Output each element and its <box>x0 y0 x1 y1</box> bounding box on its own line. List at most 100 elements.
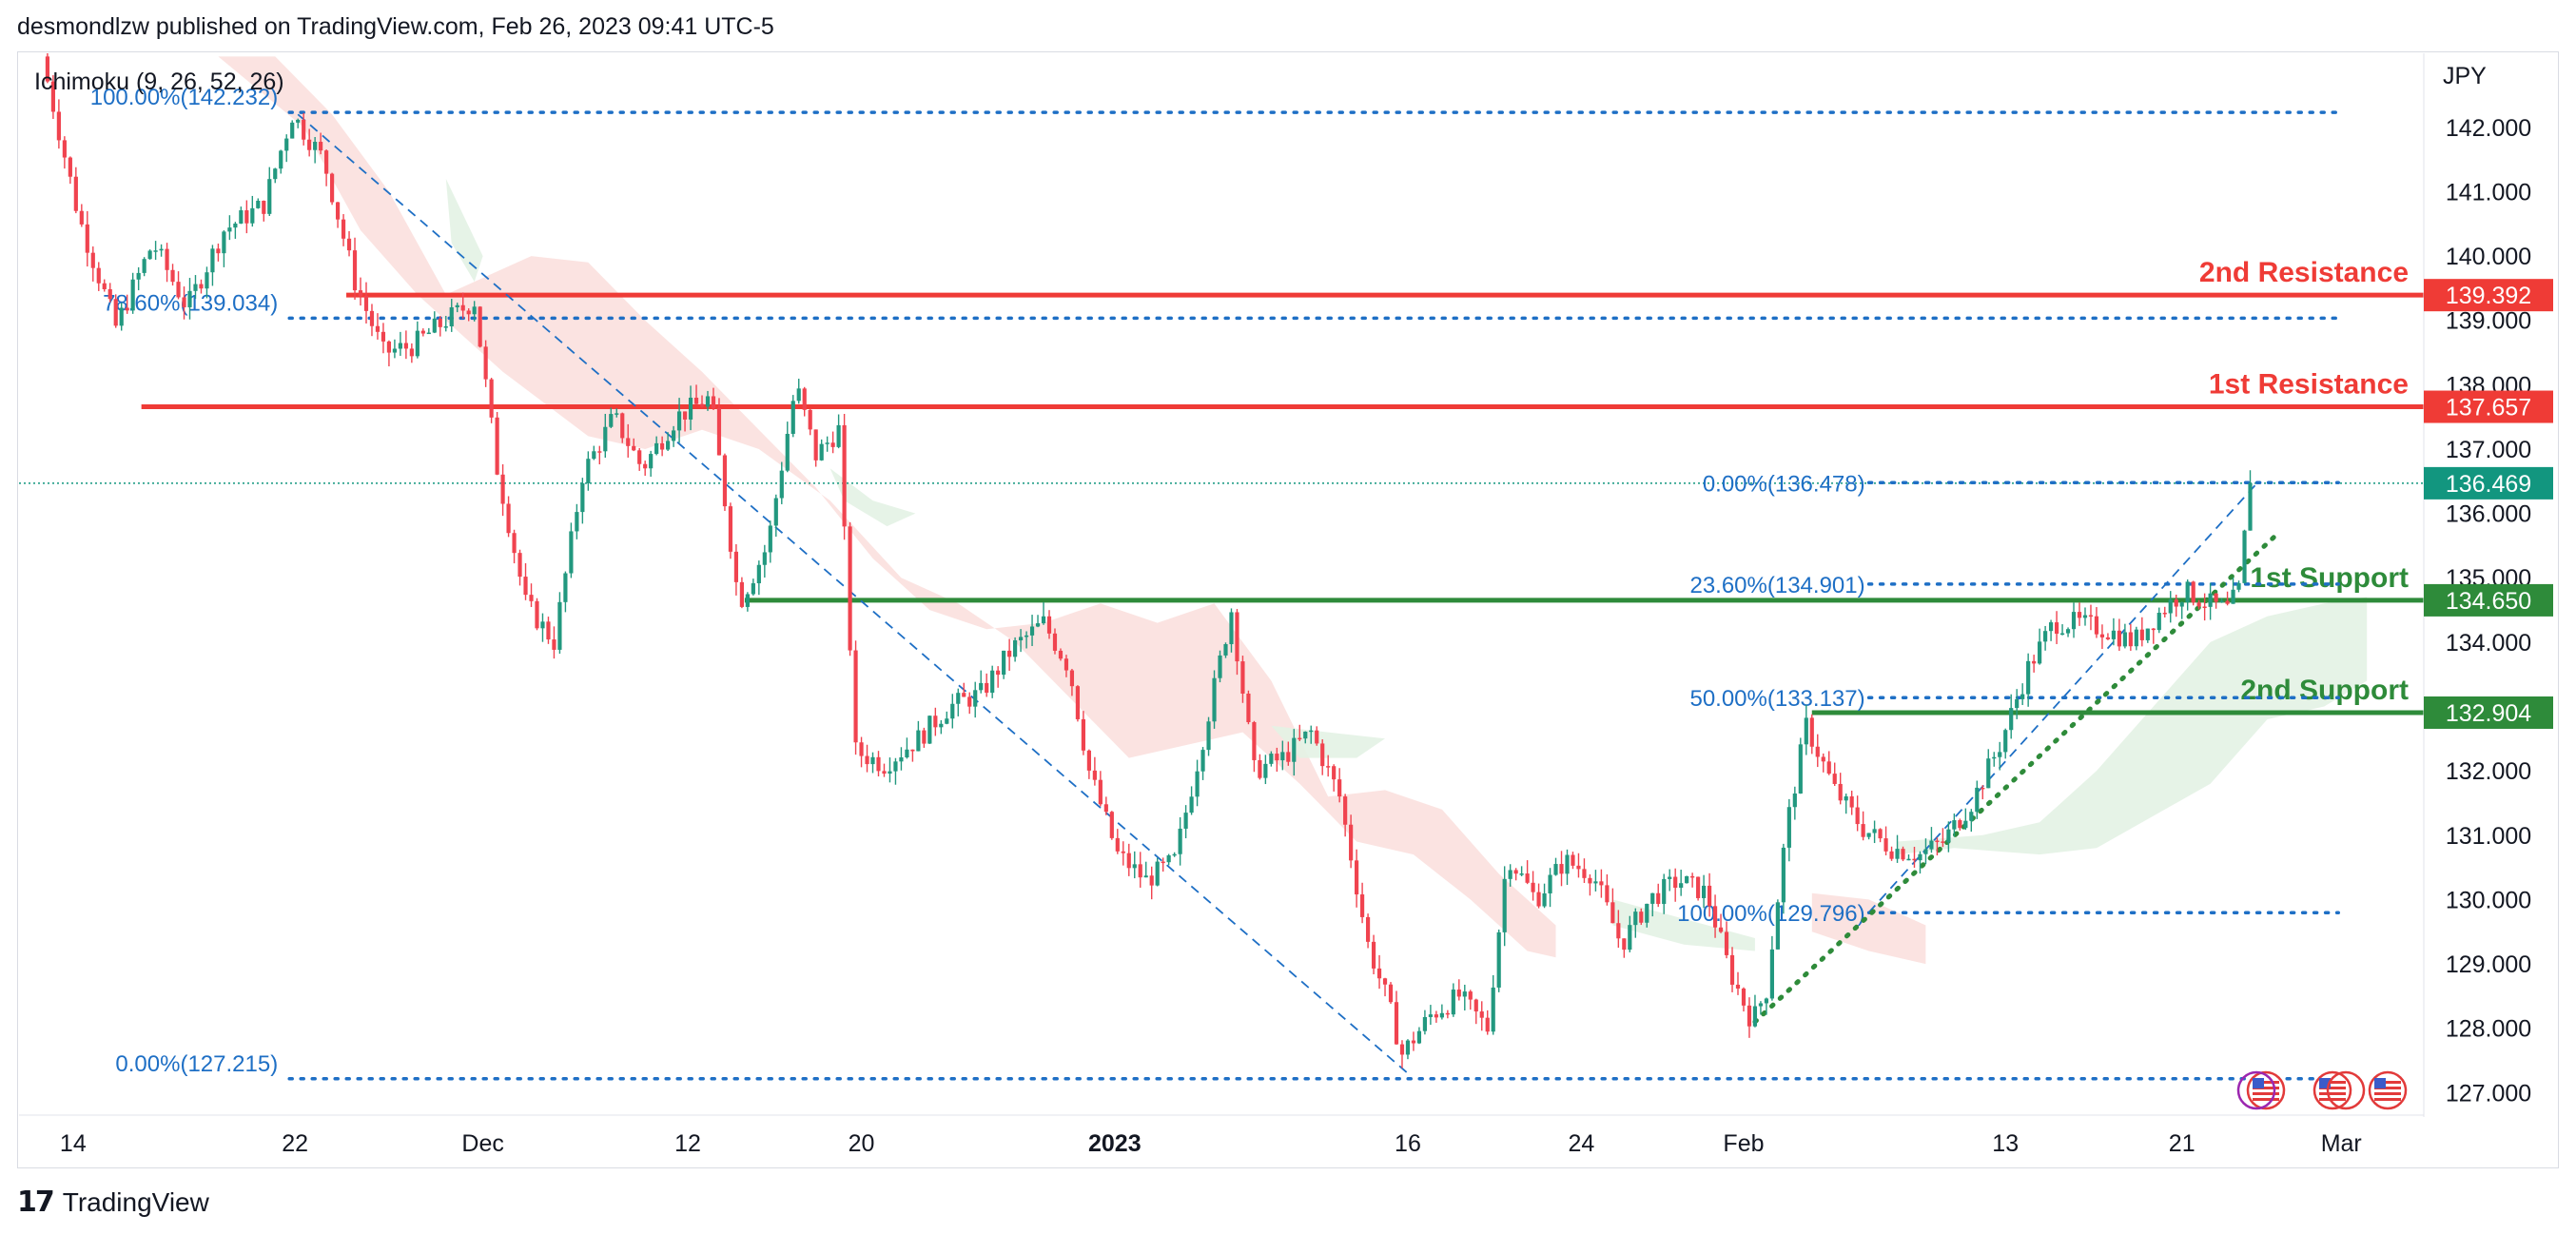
candle-body <box>403 343 408 349</box>
candle-body <box>483 346 488 380</box>
candle-body <box>1786 807 1791 848</box>
candle-body <box>693 397 699 404</box>
candle-body <box>182 297 186 307</box>
candle-body <box>262 200 266 214</box>
candle-body <box>2156 613 2161 631</box>
candle-body <box>1553 864 1558 875</box>
candle-body <box>996 670 1001 676</box>
candle-body <box>1628 925 1632 951</box>
indicator-legend[interactable]: Ichimoku (9, 26, 52, 26) <box>34 69 284 95</box>
candle-body <box>1286 752 1291 762</box>
candle-body <box>1844 796 1848 801</box>
candle-body <box>239 210 244 225</box>
candle-body <box>222 231 226 254</box>
candle-body <box>768 525 772 553</box>
candle-body <box>1998 752 2002 757</box>
candle-body <box>432 318 437 333</box>
y-tick-label: 140.000 <box>2446 244 2531 270</box>
candle-body <box>643 463 648 469</box>
y-tick-label: 134.000 <box>2446 630 2531 657</box>
candle-body <box>1633 912 1638 926</box>
candle-body <box>905 749 909 758</box>
cloud-red-region <box>218 56 1556 958</box>
candle-body <box>2054 622 2059 635</box>
candle-body <box>1679 883 1684 889</box>
candle-body <box>2032 660 2037 664</box>
candle-body <box>592 451 596 460</box>
candle-body <box>933 716 938 728</box>
candle-body <box>489 379 494 418</box>
candle-body <box>2048 622 2054 632</box>
candle-body <box>415 330 420 357</box>
candle-body <box>739 581 744 607</box>
candle-body <box>808 409 812 430</box>
economic-events[interactable] <box>2236 1070 2408 1110</box>
candle-body <box>1747 1005 1752 1027</box>
candle-body <box>1115 837 1120 852</box>
candle-body <box>2003 730 2008 753</box>
candle-body <box>1849 796 1854 808</box>
fib-left-label-2: 0.00%(127.215) <box>115 1051 278 1077</box>
candle-body <box>512 533 517 554</box>
candle-body <box>1416 1030 1422 1044</box>
candle-body <box>2145 628 2150 640</box>
candle-body <box>273 168 278 180</box>
candle-body <box>1337 779 1342 797</box>
candle-body <box>1002 650 1006 676</box>
candle-body <box>1365 916 1371 942</box>
candle-body <box>1473 999 1478 1012</box>
horizontal-levels: 2nd Resistance 1st Resistance 1st Support 2… <box>19 257 2424 716</box>
candle-body <box>1946 829 1951 843</box>
candle-body <box>1212 677 1217 722</box>
candle-body <box>1359 894 1365 917</box>
candle-body <box>375 325 381 332</box>
candle-body <box>1029 626 1035 636</box>
candle-body <box>1462 991 1467 997</box>
candle-body <box>751 583 755 595</box>
level-label-2: 1st Support <box>2250 562 2409 594</box>
candle-body <box>716 407 722 456</box>
candle-body <box>1958 820 1962 829</box>
x-tick-label: 24 <box>1569 1130 1595 1157</box>
candle-body <box>460 304 465 311</box>
candle-body <box>1195 771 1200 797</box>
candle-body <box>990 670 995 694</box>
candle-body <box>1456 990 1461 997</box>
candle-body <box>193 284 198 291</box>
candle-body <box>870 756 875 765</box>
candle-body <box>1411 1040 1416 1044</box>
candle-body <box>859 742 864 756</box>
time-axis[interactable]: 14 22 Dec 12 20 2023 16 24 Feb 13 21 Mar <box>19 1114 2424 1157</box>
candle-body <box>666 441 671 450</box>
candle-body <box>495 417 499 475</box>
candle-body <box>147 250 152 260</box>
level-label-0: 2nd Resistance <box>2199 257 2409 288</box>
candle-body <box>1086 750 1091 771</box>
candle-body <box>597 451 602 453</box>
candle-body <box>68 157 72 177</box>
candle-body <box>2231 589 2235 604</box>
candle-body <box>1218 655 1222 678</box>
candle-body <box>313 142 318 150</box>
price-tags: 139.392 137.657 134.650 132.904 136.469 <box>2424 279 2553 730</box>
candle-body <box>79 210 84 225</box>
cloud-green-region <box>445 178 483 283</box>
candle-body <box>1656 892 1661 905</box>
candle-body <box>443 326 448 328</box>
candle-body <box>205 272 209 289</box>
candle-body <box>2139 629 2144 640</box>
candle-body <box>1576 865 1581 870</box>
candle-body <box>529 595 534 601</box>
candle-body <box>478 306 482 347</box>
fib-left-label-0: 100.00%(142.232) <box>90 85 278 110</box>
candle-body <box>711 396 716 408</box>
candle-body <box>540 621 545 629</box>
candle-body <box>2065 629 2071 634</box>
candle-body <box>296 119 301 123</box>
candle-body <box>967 696 972 707</box>
candle-body <box>1729 954 1735 985</box>
candle-body <box>1918 853 1922 861</box>
candle-body <box>2071 612 2077 630</box>
candle-body <box>2202 606 2207 609</box>
